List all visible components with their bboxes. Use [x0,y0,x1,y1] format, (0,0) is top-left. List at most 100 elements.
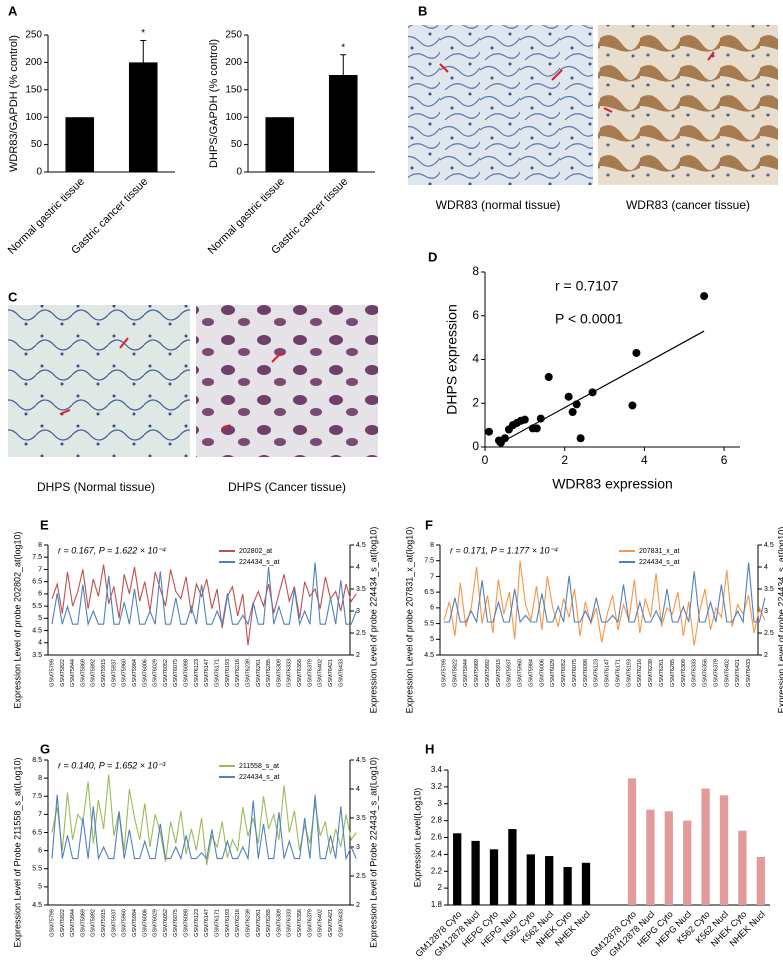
image-caption: WDR83 (cancer tissue) [626,198,750,212]
x-tick-label: GSM76147 [204,659,210,687]
y-tick-label: 0 [36,167,42,178]
x-tick-label: GSM75937 [507,659,513,687]
panel-label: B [418,3,427,18]
point [500,434,509,443]
bar [265,117,295,172]
x-tick-label: GSM76261 [256,909,262,937]
x-tick-label: GSM76052 [163,659,169,687]
legend-label: 202802_at [239,548,272,555]
x-tick-label: GSM75892 [485,659,491,687]
x-tick-label: GSM75869 [80,659,86,687]
x-tick-label: GSM76285 [670,659,676,687]
x-tick-label: GSM76433 [338,659,344,687]
x-tick-label: GSM76075 [572,659,578,687]
legend-label: 224434_s_at [239,774,280,781]
annotation: r = 0.7107 [555,278,619,294]
x-tick-label: GSM76356 [297,909,303,937]
x-tick-label: GSM76075 [173,909,179,937]
x-tick-label: GSM75915 [101,909,107,937]
x-tick-label: GSM76421 [328,909,334,937]
y-tick-label: 3.2 [431,782,443,791]
y-tick-label: 8 [38,775,42,782]
y-tick-label: 2 [356,902,360,909]
y-tick-label: 2 [472,395,479,409]
y-tick-label: 7.5 [32,554,42,561]
bar [65,117,95,172]
y-tick-label: 3.4 [431,765,443,774]
x-tick-label: GSM76433 [338,909,344,937]
point [588,388,597,397]
x-tick-label: GSM75822 [60,659,66,687]
x-tick-label: GSM76123 [594,659,600,687]
x-tick-label: GSM76075 [173,659,179,687]
x-tick-label: GSM76098 [184,909,190,937]
y-tick-label: 4 [472,352,479,366]
bar [756,856,765,905]
x-tick-label: GSM76193 [225,909,231,937]
arrow [439,51,715,113]
y-tick-label: 3.5 [32,652,42,659]
y-tick-label: 250 [225,30,242,41]
x-tick-label: GSM76147 [204,909,210,937]
x-tick-label: GSM76171 [615,659,621,687]
x-tick-label: GSM76006 [142,659,148,687]
legend-label: 207831_x_at [639,548,680,555]
y-tick-label: 2 [356,652,360,659]
panel-label: D [428,249,437,264]
y-tick-label: 2.6 [431,833,443,842]
trend-line [496,330,705,446]
bar [471,840,480,905]
y-tick-label: 4.5 [356,542,366,549]
y-tick-label: 0 [236,167,242,178]
y-tick-label: 2.5 [764,630,774,637]
y-tick-label: 5 [38,615,42,622]
y-tick-label: 4.5 [32,902,42,909]
y-tick-label: 7.5 [424,558,434,565]
y-tick-label: 150 [25,84,42,95]
x-tick-label: GSM76309 [276,909,282,937]
x-tick-label: GSM76193 [225,659,231,687]
x-tick-label: GSM76052 [561,659,567,687]
x-tick-label: GSM76006 [539,659,545,687]
y-tick-label: 3.5 [356,586,366,593]
x-tick-label: GSM76356 [703,659,709,687]
x-tick-label: GSM76216 [235,909,241,937]
y-tick-label: 3 [356,844,360,851]
x-tick-label: GSM76261 [256,659,262,687]
y-tick-label: 4 [38,640,42,647]
x-tick-label: GSM76333 [287,659,293,687]
x-tick-label: GSM75937 [111,659,117,687]
y-axis-label: Expression Level(Log10) [412,788,422,888]
point [632,348,641,357]
point [576,434,585,443]
series-line [51,794,357,861]
x-tick-label: GSM76123 [194,909,200,937]
x-tick-label: GSM76029 [153,659,159,687]
bar [627,778,637,905]
x-tick-label: GSM75799 [49,909,55,937]
panel-label: E [40,517,49,532]
x-tick-label: GSM76147 [605,659,611,687]
x-tick-label: 6 [721,453,728,467]
y-axis-label: Expression Level of Probe 211558_s_at(Lo… [12,758,22,948]
micrograph [408,25,593,185]
annotation: r = 0.171, P = 1.177 × 10⁻⁴ [450,545,558,555]
x-tick-label: GSM76123 [194,659,200,687]
y-tick-label: 8 [430,542,434,549]
bar [738,830,747,905]
series-line [444,562,766,624]
y-tick-label: 8 [472,264,479,278]
micrograph [196,305,378,457]
y-axis-label: DHPS expression [444,304,460,415]
y-tick-label: 3 [764,608,768,615]
y-tick-label: 6 [430,605,434,612]
y-tick-label: 250 [25,30,42,41]
x-tick-label: GSM75799 [441,659,447,687]
x-tick-label: GSM75822 [60,909,66,937]
x-tick-label: GSM76239 [245,659,251,687]
x-tick-label: GSM76421 [328,659,334,687]
x-tick-label: GSM76285 [266,909,272,937]
x-tick-label: GSM75892 [91,909,97,937]
y-tick-label: 6.5 [32,829,42,836]
y-tick-label: 5 [430,636,434,643]
